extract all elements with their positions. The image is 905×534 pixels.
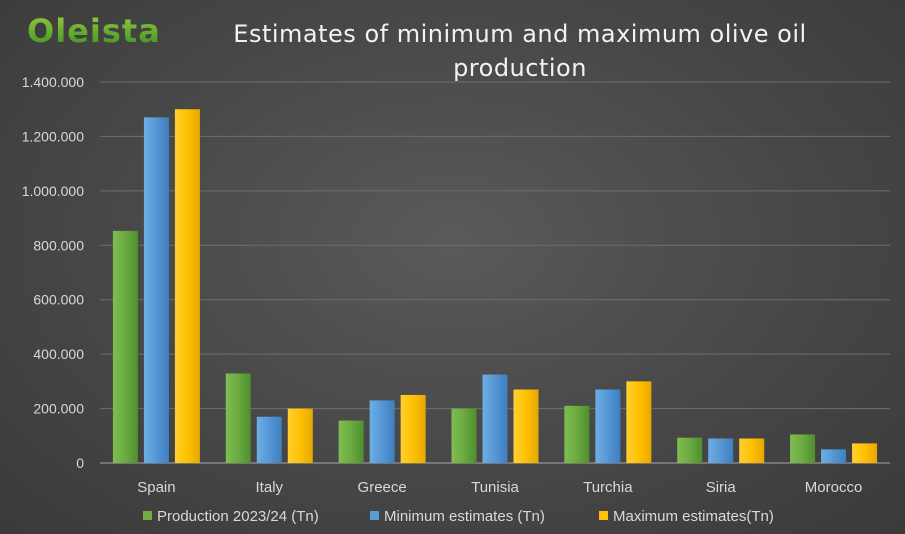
y-tick-label: 200.000 [33,401,84,417]
y-tick-label: 1.400.000 [22,74,84,90]
x-category-label: Spain [137,479,175,496]
bar-greece-series-3 [400,394,426,463]
bar-siria-series-2 [708,438,734,463]
legend-swatch [143,511,152,520]
bar-morocco-series-2 [821,449,847,463]
bar-spain-series-1 [112,230,138,463]
x-category-label: Turchia [583,479,633,496]
y-tick-label: 800.000 [33,237,84,253]
bar-siria-series-3 [739,438,765,463]
bar-turchia-series-1 [564,405,590,463]
x-category-label: Greece [358,479,407,496]
bar-greece-series-2 [369,400,395,463]
y-tick-label: 400.000 [33,346,84,362]
y-tick-label: 1.000.000 [22,183,84,199]
bar-italy-series-1 [225,373,251,463]
bar-morocco-series-1 [790,434,816,463]
chart-title: Estimates of minimum and maximum olive o… [233,20,807,82]
bar-tunisia-series-3 [513,389,539,463]
y-tick-label: 1.200.000 [22,128,84,144]
legend-label: Maximum estimates(Tn) [613,508,774,525]
bar-turchia-series-2 [595,389,621,463]
bar-spain-series-2 [143,117,169,463]
brand-logo: Oleista [27,12,161,50]
bar-tunisia-series-2 [482,374,508,463]
legend-label: Minimum estimates (Tn) [384,508,545,525]
legend-swatch [370,511,379,520]
bar-turchia-series-3 [626,381,652,463]
y-tick-label: 600.000 [33,292,84,308]
bar-italy-series-3 [287,408,313,463]
y-tick-label: 0 [76,455,84,471]
legend-label: Production 2023/24 (Tn) [157,508,319,525]
x-category-label: Italy [256,479,284,496]
bar-siria-series-1 [677,437,703,463]
legend-swatch [599,511,608,520]
bar-tunisia-series-1 [451,408,477,463]
x-category-label: Tunisia [471,479,519,496]
bar-italy-series-2 [256,416,282,463]
bar-spain-series-3 [174,109,200,463]
bar-morocco-series-3 [852,443,878,463]
bar-greece-series-1 [338,420,364,463]
x-category-label: Siria [706,479,737,496]
x-category-label: Morocco [805,479,863,496]
